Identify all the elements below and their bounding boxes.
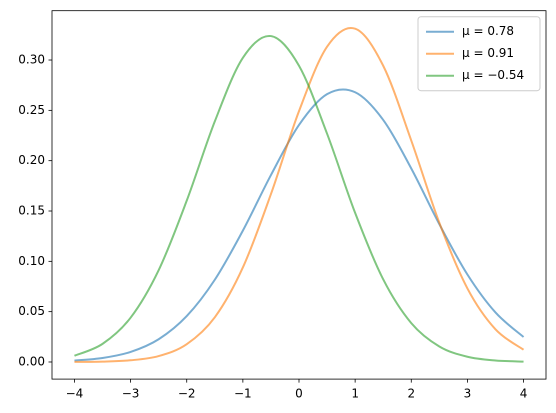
line — [74, 88, 525, 362]
y-tick-label: 0.30 — [18, 53, 45, 67]
x-tick-label: 3 — [464, 387, 472, 401]
y-tick-label: 0.25 — [18, 103, 45, 117]
line — [74, 27, 525, 363]
y-tick-label: 0.20 — [18, 153, 45, 167]
x-tick-label: −4 — [66, 387, 84, 401]
y-tick-label: 0.00 — [18, 354, 45, 368]
line — [74, 35, 524, 363]
legend-label: μ = 0.91 — [462, 46, 514, 60]
axes-frame — [51, 10, 547, 380]
x-tick-label: 4 — [520, 387, 528, 401]
x-tick-label: −2 — [178, 387, 196, 401]
x-tick-label: 1 — [351, 387, 359, 401]
x-tick-label: −3 — [122, 387, 140, 401]
legend-label: μ = 0.78 — [462, 24, 514, 38]
x-tick-label: 0 — [295, 387, 303, 401]
x-tick-label: −1 — [234, 387, 252, 401]
legend-box — [417, 16, 541, 92]
legend-label: μ = −0.54 — [462, 68, 524, 82]
x-tick-label: 2 — [407, 387, 415, 401]
legend: μ = 0.78 μ = 0.91 μ = −0.54 — [417, 16, 541, 92]
y-tick-label: 0.10 — [18, 254, 45, 268]
y-tick-label: 0.15 — [18, 204, 45, 218]
y-tick-label: 0.05 — [18, 304, 45, 318]
